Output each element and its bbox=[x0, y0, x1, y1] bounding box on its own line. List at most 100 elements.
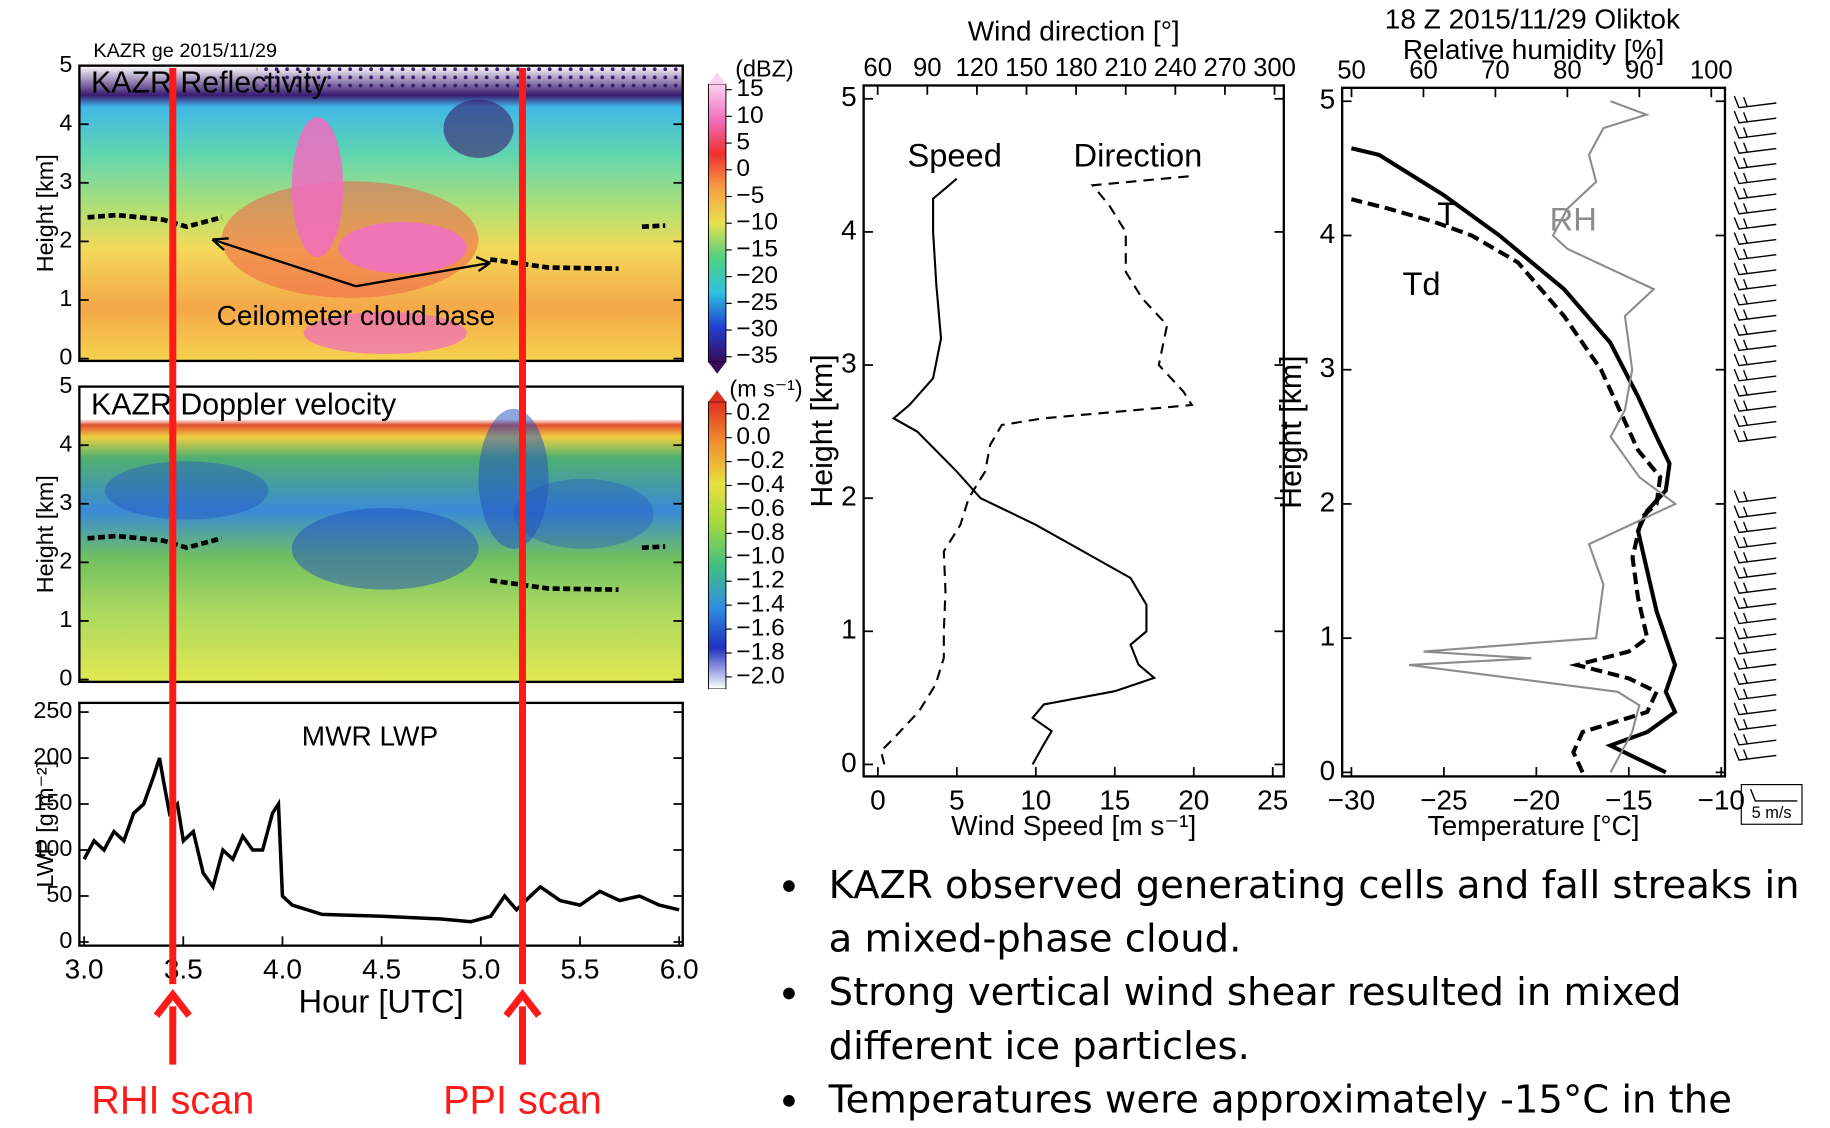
plot-frame bbox=[78, 385, 684, 684]
y-axis-label: Height [km] bbox=[32, 475, 58, 593]
wind-barb bbox=[1733, 368, 1777, 382]
x2-tick-label: 120 bbox=[956, 54, 999, 82]
wind-barb bbox=[1733, 110, 1777, 124]
wind-barb bbox=[1733, 672, 1777, 685]
y-tick-label: 0 bbox=[1320, 755, 1336, 786]
wind-barb bbox=[1733, 292, 1777, 306]
colorbar-tick-label: 10 bbox=[736, 102, 763, 129]
x-tick-label: 0 bbox=[870, 784, 886, 815]
colorbar-tick-label: −1.4 bbox=[736, 591, 784, 618]
colorbar bbox=[707, 83, 727, 363]
x2-tick-label: 60 bbox=[1409, 56, 1438, 84]
lwp-line bbox=[82, 757, 680, 924]
profile-line bbox=[879, 175, 1194, 765]
y-tick-label: 100 bbox=[33, 835, 72, 861]
wind-barb bbox=[1733, 217, 1777, 230]
chart-title: MWR LWP bbox=[302, 720, 438, 751]
wind-barb bbox=[1733, 657, 1777, 670]
bullet: KAZR observed generating cells and fall … bbox=[815, 858, 1827, 965]
x2-tick-label: 80 bbox=[1553, 56, 1582, 84]
wind-barb bbox=[1733, 277, 1777, 291]
series-label: Td bbox=[1402, 265, 1440, 302]
x-tick-label: 5.0 bbox=[461, 954, 500, 985]
wind-barb bbox=[1733, 323, 1777, 337]
wind-barb bbox=[1733, 702, 1777, 716]
x-tick-label: −25 bbox=[1420, 784, 1468, 815]
doppler-image bbox=[79, 386, 683, 682]
scan-label: RHI scan bbox=[91, 1079, 254, 1123]
y-tick-label: 5 bbox=[59, 51, 72, 77]
x-tick-label: 10 bbox=[1020, 784, 1051, 815]
y-tick-label: 1 bbox=[1320, 621, 1336, 652]
y-tick-label: 4 bbox=[59, 430, 72, 456]
x2-tick-label: 180 bbox=[1055, 54, 1098, 82]
y-tick-label: 4 bbox=[1320, 218, 1336, 249]
y-tick-label: 0 bbox=[59, 344, 72, 370]
colorbar-tick-label: 5 bbox=[736, 129, 750, 156]
chart-title: KAZR Doppler velocity bbox=[91, 388, 397, 421]
plot-frame bbox=[862, 84, 1285, 778]
wind-barb bbox=[1733, 308, 1777, 321]
y-tick-label: 2 bbox=[841, 481, 857, 512]
colorbar-tick-label: −0.6 bbox=[736, 495, 784, 522]
wind-barb bbox=[1733, 566, 1777, 579]
y-tick-label: 1 bbox=[841, 614, 857, 645]
y-tick-label: 5 bbox=[1320, 84, 1336, 115]
colorbar-tick-label: −0.2 bbox=[736, 447, 784, 474]
wind-barb bbox=[1733, 641, 1777, 655]
wind-barb bbox=[1733, 490, 1777, 503]
x2-tick-label: 90 bbox=[1625, 56, 1654, 84]
barb-legend-box bbox=[1740, 783, 1803, 825]
wind-barb bbox=[1733, 201, 1777, 215]
x-tick-label: 25 bbox=[1257, 784, 1288, 815]
wind-barb bbox=[1733, 581, 1777, 594]
y-tick-label: 2 bbox=[59, 227, 72, 253]
colorbar-tick-label: −0.4 bbox=[736, 471, 784, 498]
wind-barb bbox=[1733, 429, 1777, 443]
y-tick-label: 5 bbox=[59, 372, 72, 398]
reflectivity-image bbox=[79, 65, 683, 361]
series-label: RH bbox=[1550, 201, 1597, 238]
y-tick-label: 50 bbox=[46, 881, 72, 907]
y-tick-label: 3 bbox=[841, 347, 857, 378]
y-tick-label: 200 bbox=[33, 743, 72, 769]
y-tick-label: 4 bbox=[841, 214, 857, 245]
series-label: Speed bbox=[907, 136, 1001, 173]
x-axis-label: Temperature [°C] bbox=[1428, 810, 1640, 841]
scan-label: PPI scan bbox=[443, 1079, 602, 1123]
x2-tick-label: 90 bbox=[913, 54, 942, 82]
wind-barb bbox=[1733, 550, 1777, 564]
x-tick-label: −20 bbox=[1513, 784, 1561, 815]
x2-tick-label: 50 bbox=[1337, 56, 1366, 84]
y-axis-label: Height [km] bbox=[806, 354, 839, 507]
profile-line bbox=[1350, 197, 1663, 774]
chart-title: KAZR Reflectivity bbox=[91, 66, 328, 99]
colorbar-cap bbox=[708, 72, 726, 85]
y-tick-label: 2 bbox=[59, 548, 72, 574]
x2-axis-label: Wind direction [°] bbox=[968, 15, 1180, 46]
x-tick-label: −15 bbox=[1605, 784, 1653, 815]
chart-header: KAZR ge 2015/11/29 bbox=[93, 40, 277, 62]
y-tick-label: 5 bbox=[841, 81, 857, 112]
wind-barb bbox=[1733, 687, 1777, 701]
profile-line bbox=[1350, 146, 1678, 775]
y-axis-label: Height [km] bbox=[32, 154, 58, 272]
y-tick-label: 3 bbox=[1320, 352, 1336, 383]
wind-barb bbox=[1733, 384, 1777, 397]
colorbar-cap bbox=[708, 390, 726, 402]
series-label: Direction bbox=[1073, 136, 1202, 173]
wind-barb bbox=[1733, 535, 1777, 549]
x-tick-label: −30 bbox=[1328, 784, 1376, 815]
wind-barb bbox=[1733, 717, 1777, 731]
y-tick-label: 150 bbox=[33, 789, 72, 815]
y-tick-label: 0 bbox=[841, 747, 857, 778]
colorbar-tick-label: −2.0 bbox=[736, 662, 784, 689]
wind-barb bbox=[1733, 353, 1777, 367]
wind-barb bbox=[1733, 748, 1777, 761]
wind-barb bbox=[1733, 505, 1777, 519]
x-tick-label: 15 bbox=[1099, 784, 1130, 815]
x-tick-label: 5 bbox=[949, 784, 965, 815]
wind-barb bbox=[1733, 262, 1777, 276]
